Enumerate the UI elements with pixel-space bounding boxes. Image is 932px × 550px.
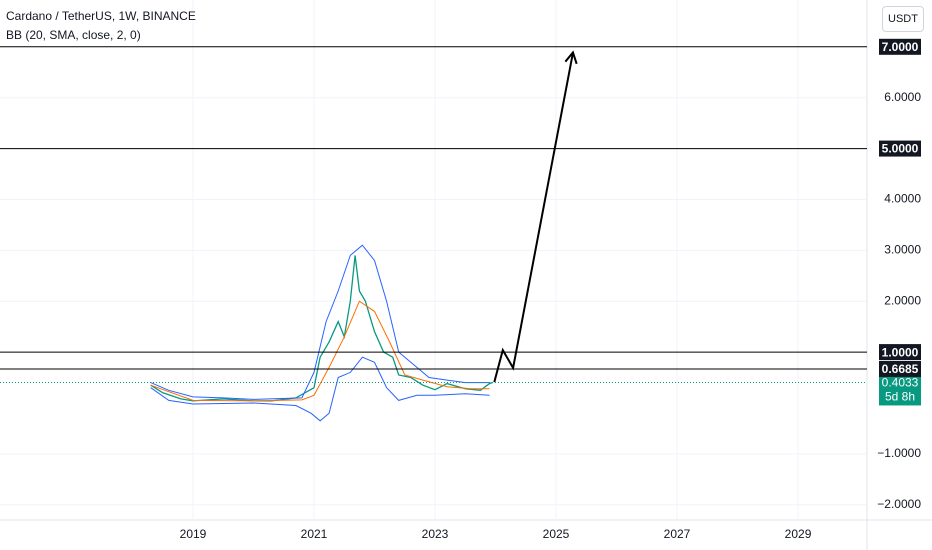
countdown-label: 5d 8h <box>885 390 915 404</box>
y-tick-label: 3.0000 <box>884 243 921 257</box>
level-label: 5.0000 <box>882 142 919 156</box>
level-box <box>879 344 921 361</box>
level-box <box>879 38 921 55</box>
price-line <box>150 356 490 422</box>
level-box <box>879 140 921 157</box>
x-tick-label: 2021 <box>301 527 328 541</box>
y-tick-label: −1.0000 <box>877 446 921 460</box>
x-tick-label: 2029 <box>785 527 812 541</box>
level-label: 7.0000 <box>882 40 919 54</box>
indicator-label: BB (20, SMA, close, 2, 0) <box>6 28 141 42</box>
currency-button[interactable]: USDT <box>882 6 924 32</box>
x-tick-label: 2027 <box>664 527 691 541</box>
projection-arrow <box>493 52 574 383</box>
y-tick-label: 2.0000 <box>884 293 921 307</box>
y-tick-label: 4.0000 <box>884 192 921 206</box>
y-tick-label: 6.0000 <box>884 90 921 104</box>
arrow-head <box>564 50 578 65</box>
y-tick-label: −2.0000 <box>877 497 921 511</box>
level-label: 0.6685 <box>882 362 919 376</box>
price-line <box>150 244 490 400</box>
chart-title: Cardano / TetherUS, 1W, BINANCE <box>6 9 196 23</box>
x-tick-label: 2023 <box>422 527 449 541</box>
current-price-label: 0.4033 <box>882 376 919 390</box>
current-price-box <box>879 373 921 406</box>
price-line <box>150 255 493 402</box>
price-line <box>150 300 490 402</box>
level-label: 1.0000 <box>882 345 919 359</box>
level-box <box>879 360 921 377</box>
x-tick-label: 2025 <box>543 527 570 541</box>
x-tick-label: 2019 <box>180 527 207 541</box>
